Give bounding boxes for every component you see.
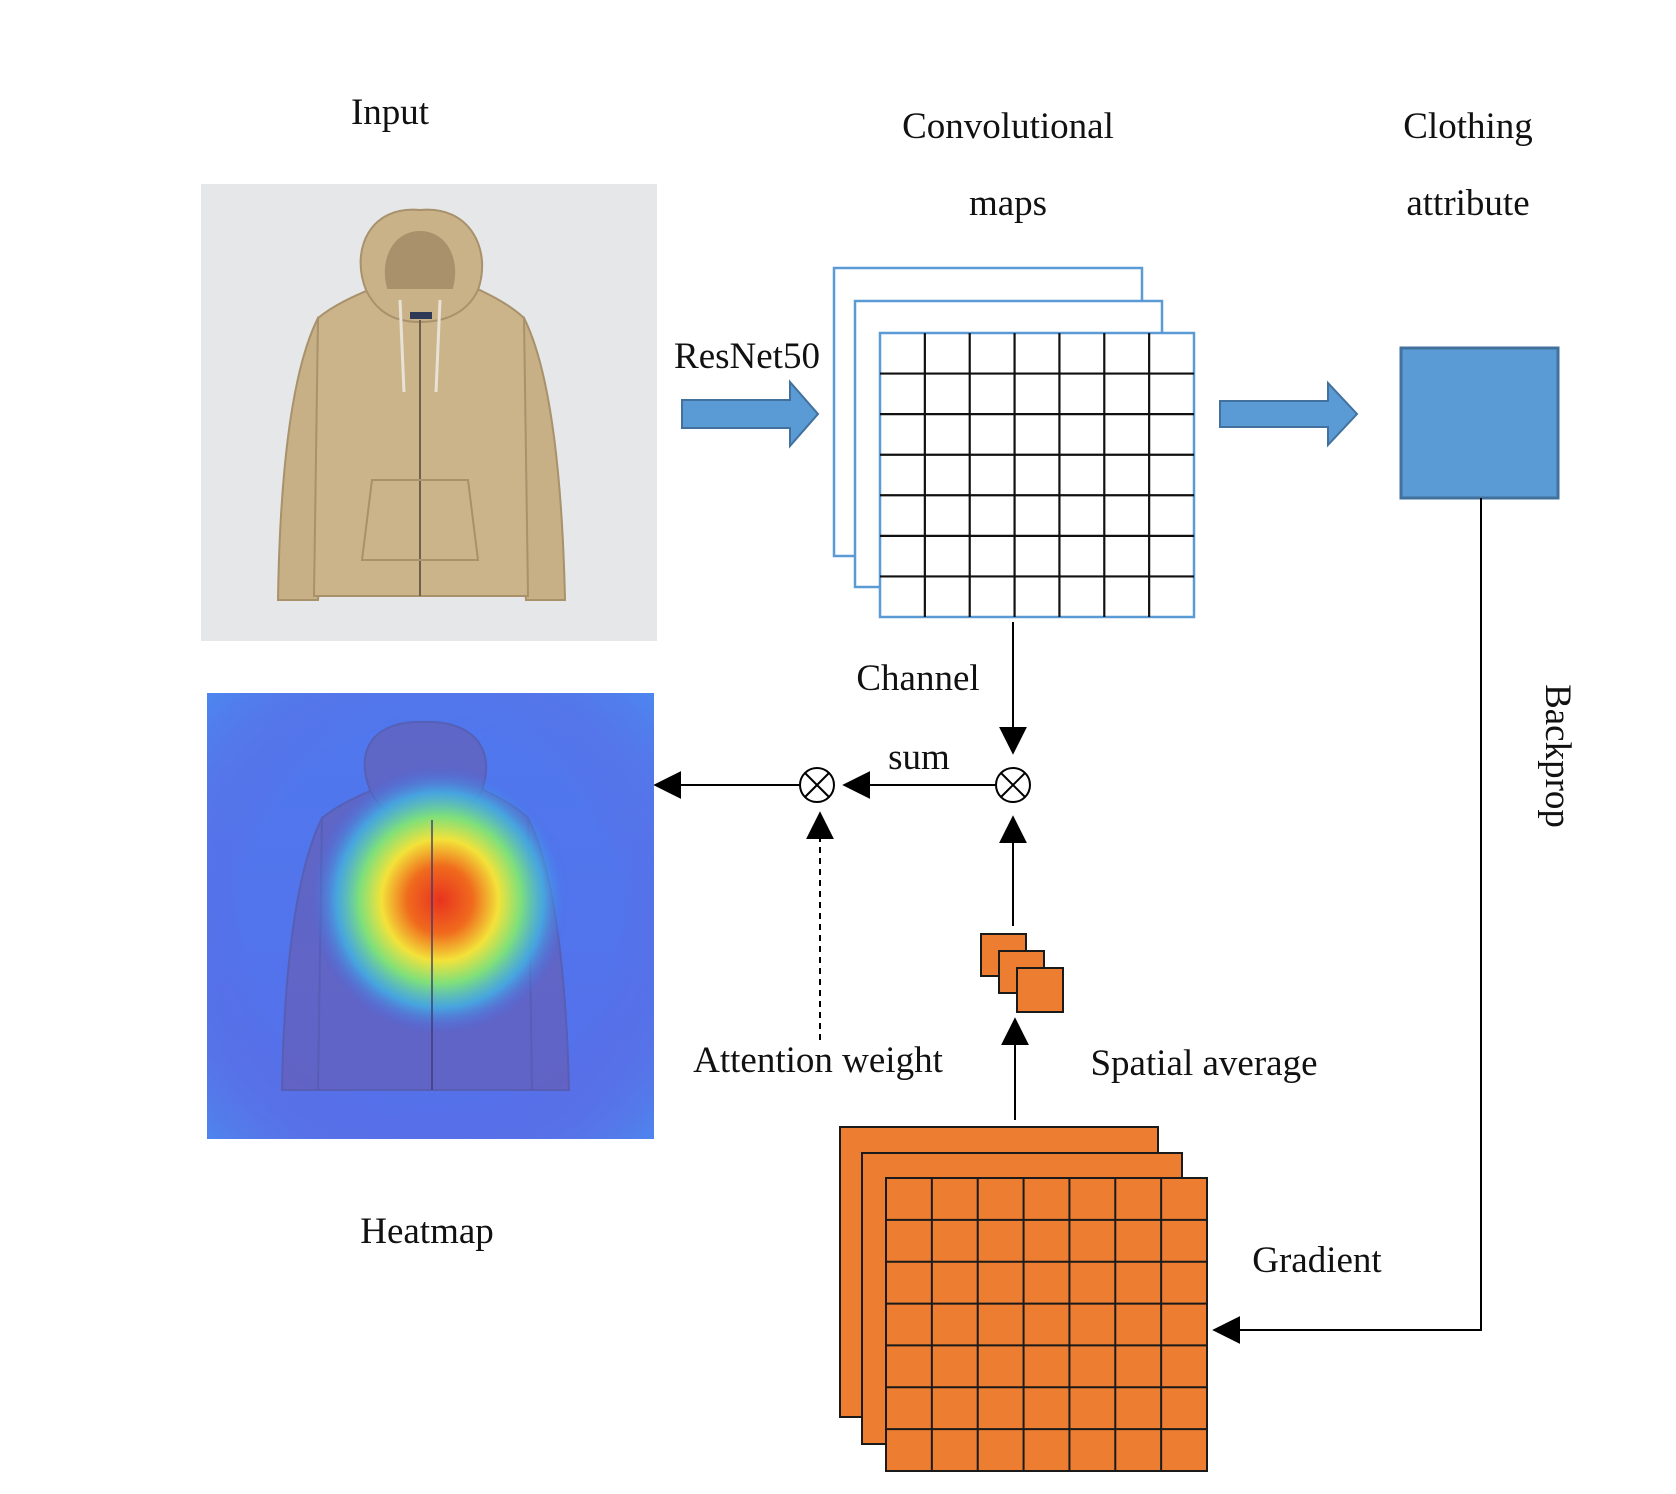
clothing-attribute-box [1399, 346, 1560, 500]
spatial-average-vector [980, 933, 1064, 1013]
backprop-arrow [1212, 498, 1482, 1344]
input-image [201, 184, 657, 641]
hoodie-photo [276, 208, 567, 601]
gradient-label: Gradient [1252, 1240, 1382, 1281]
backprop-label: Backprop [1537, 684, 1578, 828]
conv-maps-label-line1: Convolutional [902, 106, 1114, 147]
attribute-arrow [1219, 380, 1359, 448]
heatmap-label: Heatmap [360, 1211, 494, 1252]
conv-map-grid [880, 333, 1194, 617]
conv-maps-label-line2: maps [969, 183, 1047, 224]
convolutional-maps [832, 266, 1196, 619]
resnet-arrow [681, 379, 820, 449]
clothing-attribute-label-line2: attribute [1406, 183, 1529, 224]
sum-label: sum [888, 737, 950, 778]
input-label: Input [351, 92, 430, 133]
attention-weight-label: Attention weight [693, 1040, 943, 1081]
spatial-average-label: Spatial average [1090, 1043, 1317, 1084]
clothing-attribute-label-line1: Clothing [1403, 106, 1533, 147]
gradient-maps [839, 1126, 1208, 1472]
circled-times-icon [799, 767, 835, 803]
heatmap-image [207, 693, 654, 1139]
channel-label: Channel [856, 658, 979, 699]
resnet-label: ResNet50 [674, 336, 820, 377]
gradient-map-grid [886, 1178, 1207, 1471]
circled-times-icon [995, 767, 1031, 803]
